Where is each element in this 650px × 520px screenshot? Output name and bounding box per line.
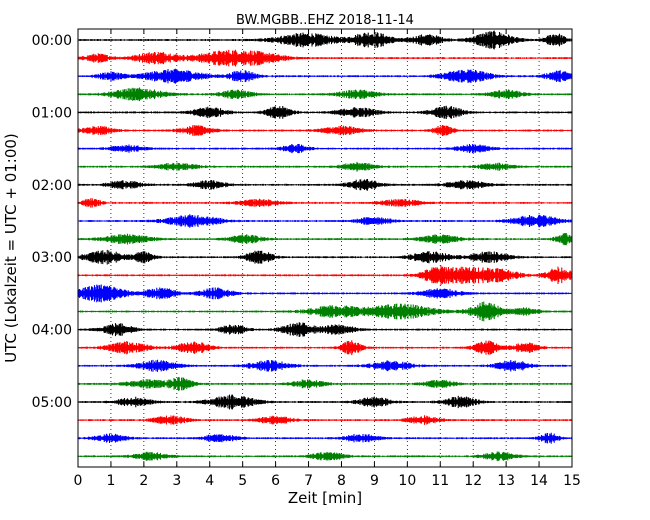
x-tick-label: 4 [205,473,214,489]
trace-0145 [77,161,573,172]
trace-0445 [77,377,573,391]
x-tick-label: 8 [337,473,346,489]
trace-0200 [77,178,573,191]
trace-0100 [77,105,573,120]
traces [77,30,573,462]
x-tick-label: 15 [563,473,581,489]
x-axis: 0 1 2 3 4 5 6 7 8 9 10 11 12 13 14 15 [74,29,581,489]
y-tick-label: 04:00 [32,323,72,339]
y-tick-label: 03:00 [32,250,72,266]
x-tick-label: 6 [271,473,280,489]
y-tick-label: 02:00 [32,178,72,194]
trace-0345 [77,301,573,322]
y-tick-label: 05:00 [32,395,72,411]
trace-0400 [77,322,573,337]
trace-0500 [77,394,573,410]
trace-0545 [77,451,573,462]
trace-0515 [77,415,573,425]
trace-0000 [77,30,573,50]
trace-0230 [77,214,573,228]
y-tick-label: 00:00 [32,33,72,49]
trace-0115 [77,124,573,137]
x-tick-label: 1 [106,473,115,489]
x-tick-label: 5 [238,473,247,489]
x-tick-label: 12 [464,473,482,489]
trace-0215 [77,198,573,208]
x-tick-label: 2 [139,473,148,489]
plot-frame [77,28,573,468]
trace-0530 [77,432,573,444]
y-tick-label: 01:00 [32,105,72,121]
x-tick-label: 11 [431,473,449,489]
x-tick-label: 10 [398,473,416,489]
y-axis-label: UTC (Lokalzeit = UTC + 01:00) [2,133,20,363]
x-axis-label: Zeit [min] [288,489,362,507]
x-tick-label: 0 [74,473,83,489]
trace-0015 [77,49,573,67]
trace-0130 [77,144,573,154]
chart-title: BW.MGBB..EHZ 2018-11-14 [236,13,414,28]
x-tick-label: 14 [530,473,548,489]
trace-0300 [77,249,573,265]
trace-0030 [77,68,573,84]
trace-0245 [77,232,573,246]
trace-0330 [77,284,573,303]
trace-0315 [77,265,573,286]
trace-0045 [77,87,573,102]
x-tick-label: 3 [172,473,181,489]
trace-0430 [77,359,573,372]
x-tick-label: 13 [497,473,515,489]
x-tick-label: 9 [370,473,379,489]
x-tick-label: 7 [304,473,313,489]
y-axis: 00:00 01:00 02:00 03:00 04:00 05:00 [32,33,572,411]
trace-0415 [77,340,573,356]
